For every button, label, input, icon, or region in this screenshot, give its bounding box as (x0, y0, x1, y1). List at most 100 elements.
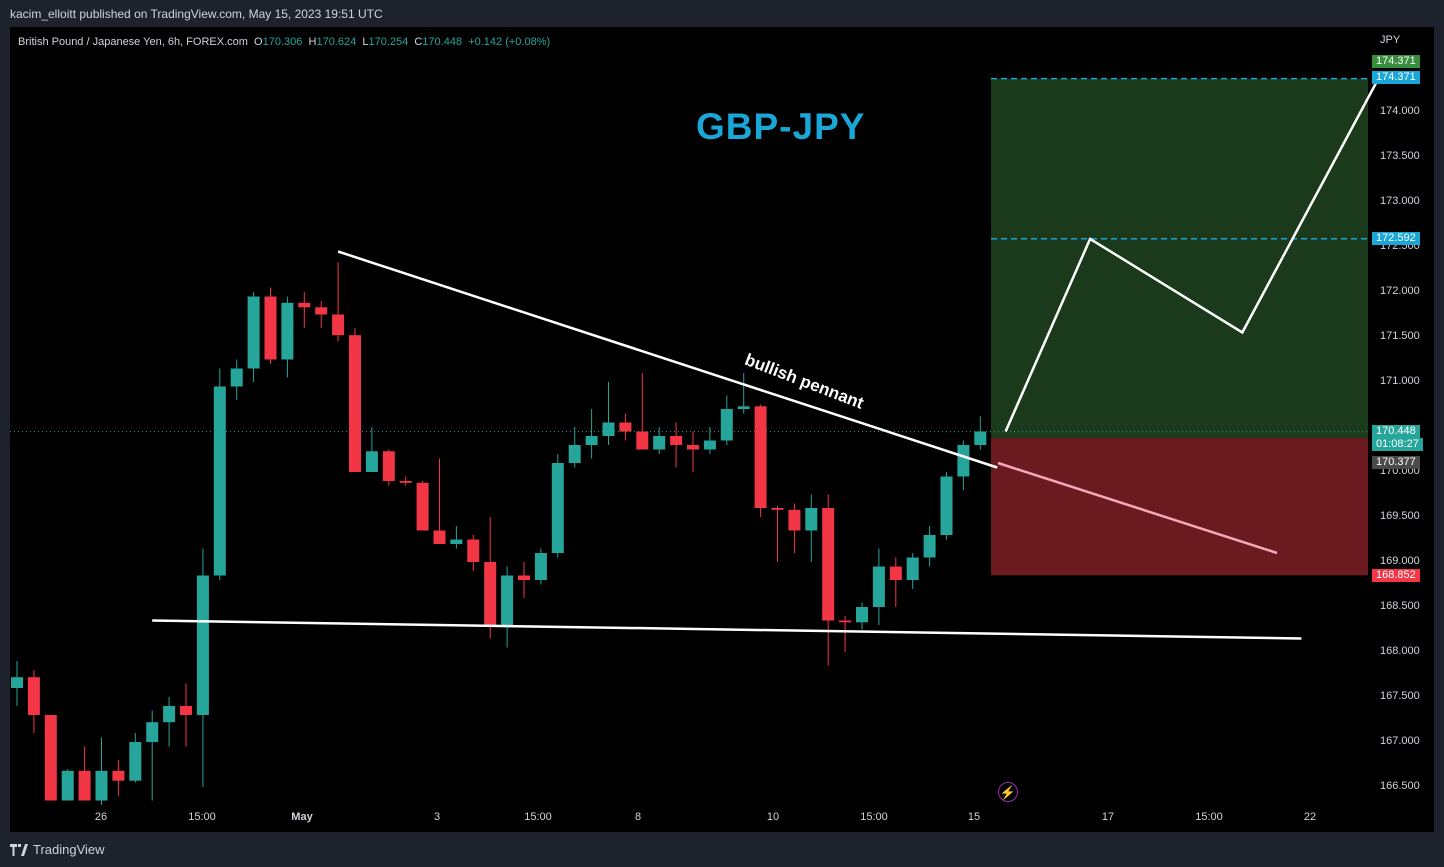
candle-body (856, 607, 868, 623)
mid-target-label: 172.592 (1372, 232, 1420, 245)
high-label: H (308, 36, 317, 48)
candle-body (670, 436, 683, 445)
price-tick: 171.000 (1380, 375, 1420, 387)
candle-body (703, 440, 716, 450)
candle-body (653, 436, 666, 450)
candle-body (146, 722, 159, 742)
price-tick: 171.500 (1380, 330, 1420, 342)
price-tick: 169.000 (1380, 555, 1420, 567)
trendline-pennant-upper (337, 250, 998, 469)
candle-body (822, 508, 835, 621)
candle-body (872, 566, 885, 607)
stop-zone (991, 438, 1368, 576)
close-value: 170.448 (422, 36, 463, 48)
target-price-label: 174.371 (1372, 55, 1420, 68)
candle-body (501, 575, 514, 625)
candle-body (568, 445, 581, 463)
candle-body (11, 677, 23, 688)
entry-price-label: 170.377 (1372, 456, 1420, 469)
candle-body (602, 422, 615, 436)
footer-bar (0, 832, 1444, 867)
pennant-extension-line (997, 461, 1278, 555)
candle-body (95, 770, 108, 801)
time-tick: 15:00 (860, 811, 888, 823)
candle-body (264, 296, 277, 360)
candle-body (923, 535, 936, 558)
candle-body (281, 302, 294, 360)
price-tick: 167.500 (1380, 690, 1420, 702)
candle-body (416, 482, 429, 531)
time-tick: May (291, 811, 313, 823)
candle-body (332, 314, 345, 336)
candle-body (27, 677, 40, 715)
projection-path (1004, 79, 1379, 433)
candle-body (365, 451, 378, 472)
candle-body (957, 445, 970, 477)
bar-countdown: 01:08:27 (1372, 438, 1423, 451)
candle-body (213, 386, 226, 576)
candle-body (687, 445, 699, 450)
time-tick: 15:00 (188, 811, 216, 823)
candle-body (788, 509, 801, 531)
high-value: 170.624 (316, 36, 357, 48)
price-tick: 166.500 (1380, 780, 1420, 792)
candle-body (78, 770, 91, 801)
trendline-pennant-lower (152, 619, 1302, 640)
publish-header: kacim_elloitt published on TradingView.c… (0, 0, 1444, 27)
time-tick: 15 (967, 811, 981, 823)
time-tick: 22 (1303, 811, 1317, 823)
target-price-line-label: 174.371 (1372, 71, 1420, 84)
candle-body (298, 302, 311, 308)
price-tick: 168.000 (1380, 645, 1420, 657)
candle-body (636, 431, 649, 450)
candle-body (180, 706, 192, 715)
candle-body (585, 436, 598, 445)
time-tick: 26 (94, 811, 108, 823)
time-tick: 15:00 (524, 811, 552, 823)
brand-name: TradingView (33, 842, 105, 857)
candle-body (382, 451, 395, 481)
candle-body (315, 307, 328, 315)
candle-body (754, 406, 767, 508)
candle-body (163, 706, 176, 723)
price-tick: 168.500 (1380, 600, 1420, 612)
candle-body (534, 553, 547, 580)
change-value: +0.142 (+0.08%) (468, 36, 551, 48)
candle-body (112, 770, 125, 781)
price-tick: 174.000 (1380, 105, 1420, 117)
price-tick: 172.000 (1380, 285, 1420, 297)
candle-body (720, 409, 733, 441)
symbol-info-line: British Pound / Japanese Yen, 6h, FOREX.… (18, 36, 550, 48)
target-zone (991, 78, 1368, 439)
candle-body (974, 431, 987, 445)
low-value: 170.254 (368, 36, 409, 48)
time-tick: 10 (766, 811, 780, 823)
candle-body (906, 557, 919, 580)
brand-logo[interactable]: TradingView (10, 842, 105, 857)
candle-body (619, 422, 632, 432)
close-label: C (414, 36, 423, 48)
candle-body (61, 770, 74, 801)
time-tick: 17 (1101, 811, 1115, 823)
price-tick: 173.000 (1380, 195, 1420, 207)
candle-body (771, 508, 784, 510)
candle-body (737, 406, 750, 409)
lightning-icon[interactable]: ⚡ (998, 782, 1018, 802)
candle-body (467, 539, 480, 562)
candle-body (940, 476, 953, 535)
symbol-name[interactable]: British Pound / Japanese Yen, 6h, FOREX.… (18, 36, 248, 48)
candle-body (805, 508, 818, 531)
candle-body (839, 620, 852, 623)
time-tick: 8 (634, 811, 642, 823)
time-tick: 3 (433, 811, 441, 823)
candle-body (44, 715, 57, 801)
price-tick: 167.000 (1380, 735, 1420, 747)
price-tick: 169.500 (1380, 510, 1420, 522)
low-label: L (362, 36, 369, 48)
open-value: 170.306 (262, 36, 303, 48)
candle-body (889, 566, 902, 580)
chart-title: GBP-JPY (696, 106, 866, 147)
time-tick: 15:00 (1195, 811, 1223, 823)
candle-body (196, 575, 209, 715)
